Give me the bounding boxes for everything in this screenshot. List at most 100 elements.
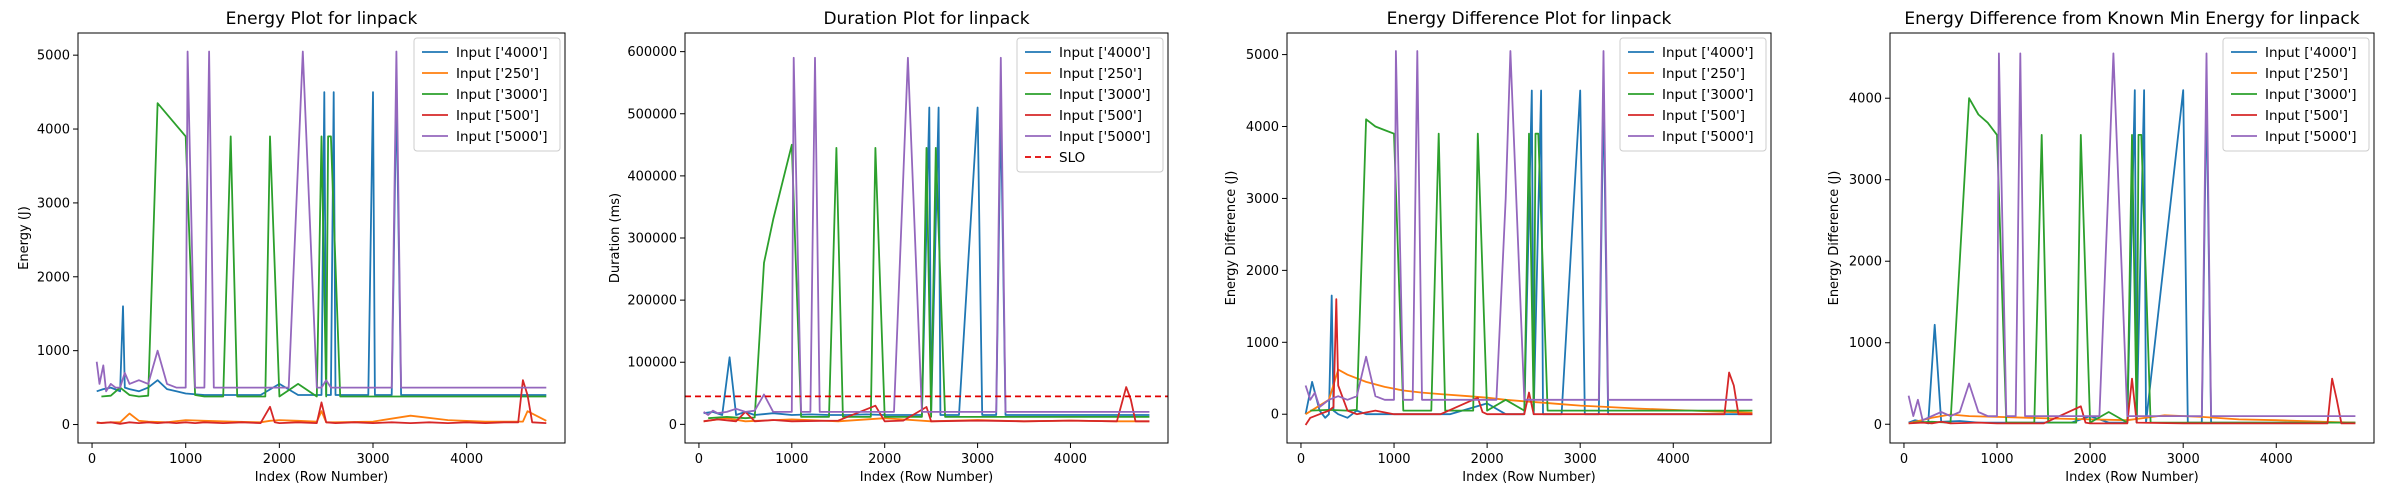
series-line-5 [1907,52,2356,422]
legend-label: Input ['5000'] [456,129,548,145]
y-tick-label: 2000 [1246,264,1279,279]
y-tick-label: 2000 [1849,255,1882,270]
y-tick-label: 400000 [627,169,677,184]
x-tick-label: 2000 [1471,452,1504,467]
series-line-3 [101,102,547,398]
legend-label: Input ['500'] [2265,108,2348,124]
legend-label: Input ['250'] [1662,66,1745,82]
x-axis-label: Index (Row Number) [860,470,993,485]
series-lines [95,50,547,425]
legend-label: Input ['3000'] [2265,87,2357,103]
chart-panel-4: 0 1000 2000 3000 4000 0 1000 2000 3000 4000 Energy… [1827,9,2375,485]
x-axis-label: Index (Row Number) [255,470,388,485]
legend-label: Input ['4000'] [456,45,548,61]
chart-title: Energy Plot for linpack [226,9,418,29]
x-tick-label: 4000 [450,452,483,467]
y-axis-label: Energy Difference (J) [1224,171,1239,306]
series-line-4 [703,386,1150,423]
legend: Input ['4000'] Input ['250'] Input ['3000'… [413,37,561,152]
legend-box [2222,37,2370,152]
chart-title: Energy Difference Plot for linpack [1387,9,1672,29]
y-tick-label: 1000 [1246,336,1279,351]
plot-frame [77,32,566,444]
legend-box [1619,37,1767,152]
y-tick-label: 3000 [1849,173,1882,188]
y-tick-label: 3000 [37,196,70,211]
x-tick-label: 4000 [1657,452,1690,467]
x-tick-label: 3000 [1564,452,1597,467]
x-tick-label: 0 [88,452,96,467]
legend-label: Input ['250'] [1059,66,1142,82]
y-tick-label: 0 [1271,408,1279,423]
legend-label: Input ['5000'] [2265,129,2357,145]
legend: Input ['4000'] Input ['250'] Input ['3000'… [1016,37,1164,173]
x-axis-label: Index (Row Number) [2065,470,2198,485]
legend-label: Input ['500'] [456,108,539,124]
chart-panel-2: 0 1000 2000 3000 4000 0 100000 200000 300000 4000… [608,9,1169,485]
x-tick-label: 2000 [263,452,296,467]
plot-frame [1889,32,2375,444]
series-line-3 [1310,118,1753,412]
y-tick-label: 200000 [627,294,677,309]
series-line-5 [95,50,547,393]
legend-label: Input ['5000'] [1662,129,1754,145]
legend-box [413,37,561,152]
plot-frame [1286,32,1772,444]
series-line-2 [96,410,547,424]
chart-title: Duration Plot for linpack [823,9,1029,29]
legend-label: Input ['4000'] [2265,45,2357,61]
legend-label: Input ['4000'] [1662,45,1754,61]
y-tick-label: 4000 [1246,120,1279,135]
x-tick-label: 1000 [169,452,202,467]
y-tick-label: 0 [1874,418,1882,433]
y-axis-label: Energy (J) [17,206,32,270]
y-tick-label: 1000 [1849,336,1882,351]
x-tick-label: 3000 [961,452,994,467]
series-lines [685,56,1168,423]
y-axis-label: Duration (ms) [608,193,623,283]
y-tick-label: 5000 [1246,48,1279,63]
legend-label: Input ['3000'] [1662,87,1754,103]
legend-label: Input ['3000'] [1059,87,1151,103]
legend-label: SLO [1059,150,1085,166]
y-tick-label: 0 [62,418,70,433]
legend-label: Input ['250'] [2265,66,2348,82]
series-line-3 [708,143,1150,420]
x-tick-label: 2000 [2074,452,2107,467]
legend-label: Input ['250'] [456,66,539,82]
legend-label: Input ['4000'] [1059,45,1151,61]
series-line-5 [1304,50,1753,408]
chart-panel-1: 0 1000 2000 3000 4000 0 1000 2000 3000 4000 5000 En… [17,9,566,485]
x-tick-label: 4000 [1054,452,1087,467]
x-tick-label: 1000 [1377,452,1410,467]
x-tick-label: 0 [1900,452,1908,467]
y-tick-label: 0 [669,418,677,433]
legend-label: Input ['5000'] [1059,129,1151,145]
legend-label: Input ['500'] [1662,108,1745,124]
x-axis-label: Index (Row Number) [1462,470,1595,485]
y-tick-label: 500000 [627,107,677,122]
y-tick-label: 5000 [37,49,70,64]
y-axis-label: Energy Difference (J) [1827,171,1842,306]
x-tick-label: 1000 [775,452,808,467]
series-lines [1304,50,1753,426]
series-lines [1907,52,2356,425]
chart-title: Energy Difference from Known Min Energy … [1904,9,2359,29]
series-line-1 [96,91,547,396]
x-tick-label: 2000 [868,452,901,467]
legend: Input ['4000'] Input ['250'] Input ['3000'… [1619,37,1767,152]
x-tick-label: 3000 [356,452,389,467]
x-tick-label: 1000 [1980,452,2013,467]
series-line-4 [96,379,547,425]
series-line-1 [703,106,1150,416]
x-tick-label: 4000 [2260,452,2293,467]
x-tick-label: 0 [695,452,703,467]
y-tick-label: 4000 [37,123,70,138]
series-line-3 [1913,97,2356,424]
y-tick-label: 1000 [37,344,70,359]
chart-panel-3: 0 1000 2000 3000 4000 0 1000 2000 3000 4000 5000 En… [1224,9,1772,485]
legend-box [1016,37,1164,173]
series-line-4 [1908,377,2356,425]
legend: Input ['4000'] Input ['250'] Input ['3000'… [2222,37,2370,152]
y-tick-label: 300000 [627,232,677,247]
